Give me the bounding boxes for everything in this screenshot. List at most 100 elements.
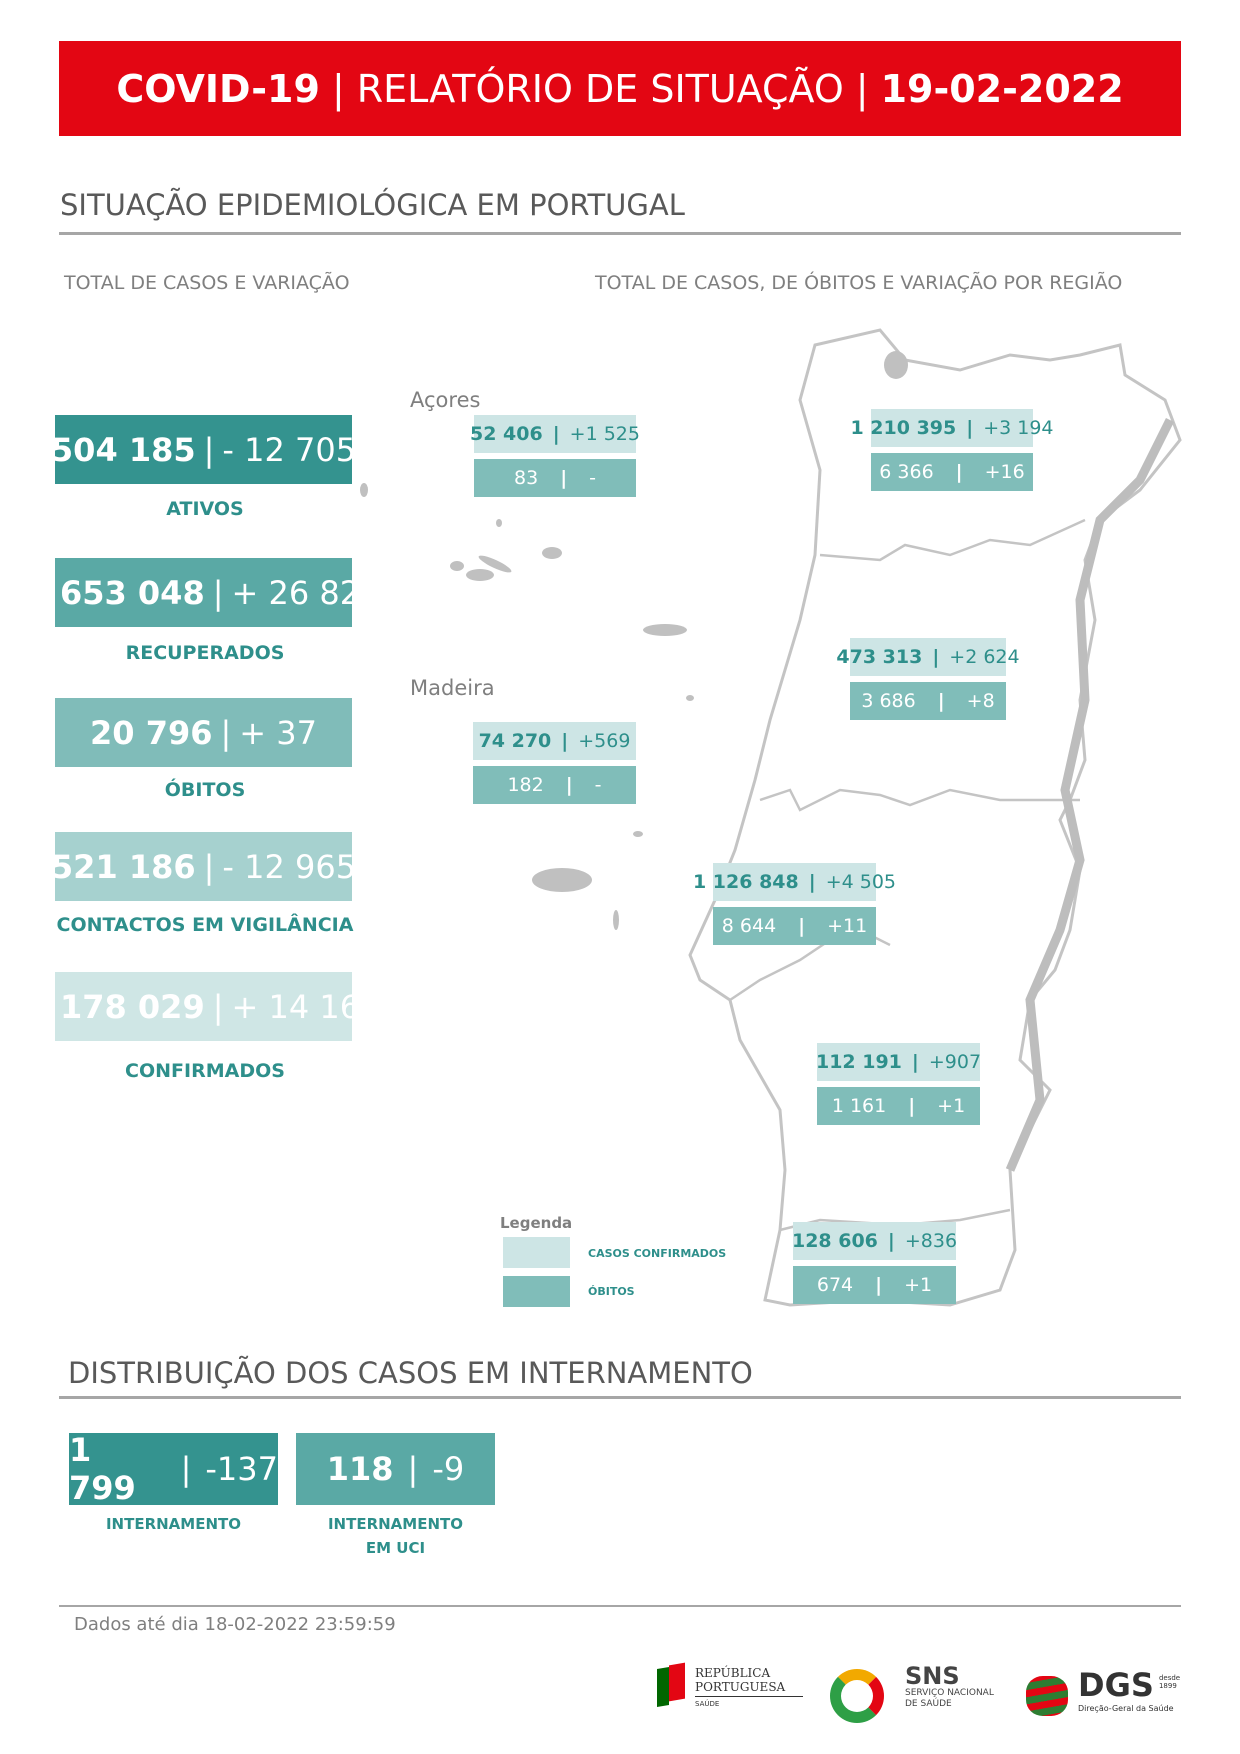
label-madeira: Madeira <box>410 676 495 700</box>
separator: | <box>212 573 224 612</box>
total-value: 521 186 <box>50 847 196 886</box>
sns-logo: SNS SERVIÇO NACIONAL DE SAÚDE <box>905 1662 994 1709</box>
total-box-1: 2 653 048 | + 26 828 <box>27 558 380 627</box>
dgs-logo: DGS desde 1899 Direção-Geral da Saúde <box>1078 1666 1181 1713</box>
separator: | <box>220 713 232 752</box>
section-title-hospital: DISTRIBUIÇÃO DOS CASOS EM INTERNAMENTO <box>68 1356 753 1390</box>
dgs-logo-icon <box>1026 1676 1068 1716</box>
report-header: COVID-19 | RELATÓRIO DE SITUAÇÃO | 19-02… <box>59 41 1181 136</box>
region-algarve-cases: 128 606 | +836 <box>791 1222 958 1260</box>
hospital-box-1: 118 | -9 <box>296 1433 495 1505</box>
region-acores-deaths: 83 | - <box>474 459 636 497</box>
cases-value: 1 210 395 <box>850 417 957 439</box>
cases-delta: +569 <box>578 730 631 752</box>
deaths-delta: +8 <box>966 690 995 712</box>
total-box-2: 20 796 | + 37 <box>55 698 352 767</box>
separator: | <box>203 847 215 886</box>
deaths-delta: +11 <box>827 915 868 937</box>
hospital-label: INTERNAMENTO <box>105 1515 242 1533</box>
hospital-delta: -9 <box>432 1450 465 1488</box>
cases-value: 52 406 <box>470 423 543 445</box>
total-label: ATIVOS <box>166 498 244 520</box>
legend-label-cases: CASOS CONFIRMADOS <box>588 1247 727 1260</box>
cases-delta: +836 <box>904 1230 958 1252</box>
islands <box>360 351 908 930</box>
cases-value: 74 270 <box>478 730 552 752</box>
total-value: 3 178 029 <box>26 987 205 1026</box>
legend-swatch-cases <box>503 1237 570 1268</box>
deaths-value: 6 366 <box>879 461 934 483</box>
total-label: ÓBITOS <box>164 779 246 801</box>
region-norte-deaths: 6 366 | +16 <box>871 453 1033 491</box>
section-title-epidemiological: SITUAÇÃO EPIDEMIOLÓGICA EM PORTUGAL <box>60 188 685 222</box>
divider <box>59 232 1181 235</box>
cases-delta: +3 194 <box>983 417 1054 439</box>
cases-value: 1 126 848 <box>692 871 799 893</box>
hospital-value: 1 799 <box>69 1431 136 1507</box>
deaths-delta: +1 <box>937 1095 966 1117</box>
header-sep: | <box>331 66 345 111</box>
region-norte-cases: 1 210 395 | +3 194 <box>850 409 1054 447</box>
total-label: CONFIRMADOS <box>125 1060 285 1082</box>
total-delta: + 26 828 <box>231 573 381 612</box>
data-date-note: Dados até dia 18-02-2022 23:59:59 <box>74 1614 396 1635</box>
label-acores: Açores <box>410 388 481 412</box>
hospital-value: 118 <box>326 1450 394 1488</box>
header-date: 19-02-2022 <box>880 66 1124 111</box>
total-delta: - 12 705 <box>222 430 357 469</box>
hospital-label: INTERNAMENTO EM UCI <box>327 1515 464 1557</box>
total-box-4: 3 178 029 | + 14 160 <box>27 972 380 1041</box>
total-box-3: 521 186 | - 12 965 <box>51 832 356 901</box>
cases-value: 128 606 <box>791 1230 878 1252</box>
region-lvt-deaths: 8 644 | +11 <box>713 907 876 945</box>
legend-swatch-deaths <box>503 1276 570 1307</box>
deaths-value: 1 161 <box>831 1095 887 1117</box>
cases-delta: +907 <box>928 1051 982 1073</box>
header-title: RELATÓRIO DE SITUAÇÃO <box>356 66 844 111</box>
deaths-delta: +1 <box>904 1274 933 1296</box>
cases-delta: +2 624 <box>949 646 1020 668</box>
total-label: CONTACTOS EM VIGILÂNCIA <box>56 914 354 936</box>
region-madeira-cases: 74 270 | +569 <box>473 722 636 760</box>
deaths-delta: - <box>594 774 602 796</box>
cases-delta: +1 525 <box>569 423 640 445</box>
total-delta: - 12 965 <box>222 847 357 886</box>
divider <box>59 1605 1181 1607</box>
deaths-delta: +16 <box>984 461 1025 483</box>
total-delta: + 14 160 <box>231 987 381 1026</box>
header-sep: | <box>855 66 869 111</box>
deaths-delta: - <box>589 467 596 489</box>
region-lvt-cases: 1 126 848 | +4 505 <box>693 863 896 901</box>
total-value: 504 185 <box>50 430 196 469</box>
separator: | <box>212 987 224 1026</box>
sns-logo-icon <box>830 1669 884 1723</box>
separator: | <box>203 430 215 469</box>
deaths-value: 3 686 <box>861 690 916 712</box>
total-delta: + 37 <box>239 713 317 752</box>
republica-portuguesa-logo: REPÚBLICA PORTUGUESA SAÚDE <box>657 1662 807 1714</box>
legend-label-deaths: ÓBITOS <box>588 1285 635 1298</box>
deaths-value: 83 <box>514 467 539 489</box>
total-box-0: 504 185 | - 12 705 <box>51 415 356 484</box>
legend-title: Legenda <box>500 1214 573 1232</box>
cases-delta: +4 505 <box>825 871 897 893</box>
region-alentejo-cases: 112 191 | +907 <box>815 1043 982 1081</box>
region-madeira-deaths: 182 | - <box>473 766 636 804</box>
subtitle-regions: TOTAL DE CASOS, DE ÓBITOS E VARIAÇÃO POR… <box>595 272 1123 294</box>
total-value: 2 653 048 <box>26 573 205 612</box>
region-algarve-deaths: 674 | +1 <box>793 1266 956 1304</box>
region-alentejo-deaths: 1 161 | +1 <box>817 1087 980 1125</box>
header-covid: COVID-19 <box>116 66 320 111</box>
region-acores-cases: 52 406 | +1 525 <box>470 415 640 453</box>
deaths-value: 674 <box>816 1274 854 1296</box>
hospital-box-0: 1 799 | -137 <box>69 1431 278 1507</box>
cases-value: 112 191 <box>815 1051 902 1073</box>
total-label: RECUPERADOS <box>125 642 285 664</box>
hospital-delta: -137 <box>205 1450 278 1488</box>
cases-value: 473 313 <box>836 646 923 668</box>
deaths-value: 182 <box>507 774 544 796</box>
deaths-value: 8 644 <box>721 915 777 937</box>
divider <box>59 1396 1181 1399</box>
region-centro-cases: 473 313 | +2 624 <box>836 638 1020 676</box>
subtitle-totals: TOTAL DE CASOS E VARIAÇÃO <box>64 272 350 294</box>
